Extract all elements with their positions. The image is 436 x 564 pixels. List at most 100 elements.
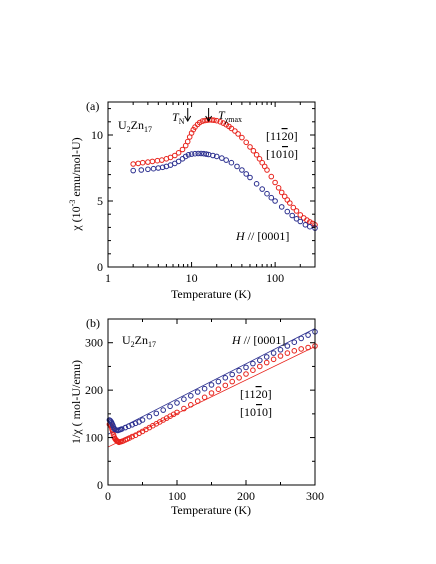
panel-b-series-1-point	[243, 364, 249, 371]
panel-a-x-axis-label: Temperature (K)	[171, 287, 251, 301]
panel-a-series-1-point	[293, 216, 300, 222]
panel-a-series-0-point	[217, 119, 223, 125]
panel-b-series-1-point	[263, 354, 270, 360]
panel-a-series-0-point	[145, 159, 151, 165]
panel-b-series-0-point	[263, 359, 270, 366]
panel-a-series-1-point	[278, 204, 285, 210]
panel-b-series-1-point	[270, 350, 277, 356]
panel-b-series-1-point	[298, 335, 305, 342]
panel-a-series-1-point	[210, 152, 216, 159]
panel-a-series-0-point	[235, 131, 241, 137]
panel-b-series-0-point	[284, 350, 291, 356]
panel-a-red-direction-2: [1010]	[266, 147, 298, 161]
panel-b-series-1-point	[250, 360, 256, 367]
panel-b-series-0-point	[270, 356, 277, 363]
panel-a-label: (a)	[86, 99, 99, 113]
panel-b-x-tick-label: 200	[237, 489, 255, 503]
panel-a-series-0-point	[149, 158, 156, 165]
panel-a-y-tick-label: 10	[91, 128, 103, 142]
panel-b-x-tick-label: 100	[168, 489, 186, 503]
panel-b-series-1-point	[222, 375, 229, 381]
panel-b-series-0-point	[181, 405, 187, 412]
panel-b-series-1-point	[229, 371, 235, 378]
panel-a-red-direction-1: [1120]	[266, 129, 298, 143]
panel-b-series-1-point	[139, 417, 146, 423]
panel-b-material-label: U2Zn17	[122, 333, 156, 349]
panel-a-series-0-point	[211, 117, 217, 123]
panel-a-series-0-point	[253, 152, 260, 158]
panel-a-series-1-point	[289, 212, 296, 219]
panel-a-series-1-point	[192, 150, 198, 157]
panel-b-x-tick-label: 0	[105, 489, 111, 503]
panel-b-series-1-point	[132, 420, 139, 427]
panel-a-series-0-point	[130, 161, 136, 167]
panel-a-series-1-point	[307, 223, 313, 230]
panel-a-series-1-point	[185, 152, 192, 158]
panel-b-series-1-point	[167, 403, 173, 410]
panel-a-x-tick-label: 10	[186, 271, 198, 285]
panel-b-series-1-point	[146, 413, 153, 420]
panel-b-series-0-point	[305, 344, 311, 351]
panel-a-tn-label: TN	[172, 110, 185, 126]
panel-a-series-0-point	[272, 179, 278, 186]
panel-b-series-1-point	[284, 343, 291, 349]
panel-b-red-direction-2: [1010]	[240, 405, 272, 419]
panel-a-series-1-point	[159, 164, 166, 171]
panel-b-series-1-point	[160, 407, 166, 413]
panel-b-series-0-point	[188, 402, 194, 408]
panel-b-series-0-point	[194, 398, 201, 404]
panel-b-series-0-point	[222, 382, 229, 389]
panel-a-series-1-point	[138, 167, 145, 173]
panel-a-series-0-point	[243, 139, 249, 146]
panel-a-blue-direction: H // [0001]	[235, 229, 289, 243]
panel-b-series-1-point	[194, 389, 201, 395]
panel-b-red-direction-1: [1120]	[240, 387, 272, 401]
panel-b-series-1-point	[122, 424, 129, 431]
panel-b-y-axis-label: 1/χ ( mol-U/emu)	[69, 360, 83, 444]
panel-a: 1 10 100 0 5 10 (a) U2Zn17 TN Tχmax [1120] [1…	[68, 99, 318, 301]
panel-b-series-0-point	[250, 367, 256, 374]
panel-a-series-0-point	[247, 144, 253, 150]
panel-b-series-1-point	[129, 422, 135, 428]
panel-b-series-1-point	[119, 426, 125, 432]
panel-a-series-1-point	[284, 208, 291, 215]
panel-a-series-1-point	[247, 174, 253, 181]
panel-a-material-label: U2Zn17	[118, 118, 152, 134]
panel-a-series-1-point	[253, 181, 260, 187]
panel-a-series-0-point	[159, 157, 165, 163]
panel-b: 0 100 200 300 0 100 200 300 (b) U2Zn17 H // [00…	[69, 316, 324, 517]
panel-b-fit-line-1	[107, 328, 316, 435]
panel-a-series-0-point	[287, 200, 293, 206]
panel-a-series-0-point	[184, 138, 191, 145]
panel-a-series-0-point	[264, 167, 270, 173]
panel-b-series-0-point	[291, 348, 298, 354]
panel-b-series-1-point	[208, 382, 215, 388]
panel-a-ticks: 1 10 100 0 5 10	[91, 102, 316, 285]
panel-b-y-tick-label: 100	[85, 431, 103, 445]
panel-a-series-0-point	[281, 193, 288, 200]
panel-b-y-tick-label: 300	[85, 336, 103, 350]
panel-a-series-0-point	[213, 117, 220, 124]
panel-b-series-0-point	[126, 435, 133, 441]
panel-a-series-1-point	[203, 151, 210, 157]
panel-a-series-0-point	[135, 160, 141, 167]
panel-a-series-1-point	[188, 151, 195, 157]
panel-a-series-0-point	[172, 152, 178, 159]
panel-b-series-0-point	[257, 363, 263, 370]
panel-a-series-1-point	[195, 150, 201, 157]
panel-a-series-1-point	[228, 159, 235, 166]
panel-a-series-0-point	[275, 185, 282, 191]
panel-b-series-1-point	[174, 400, 180, 406]
panel-a-tmax-label: Tχmax	[218, 108, 242, 124]
panel-b-series-1-point	[201, 385, 208, 392]
panel-b-series-1-point	[277, 347, 284, 353]
panel-a-series-1-point	[268, 194, 275, 201]
panel-a-series-1-point	[219, 155, 225, 161]
panel-a-series-0-point	[250, 148, 257, 154]
panel-b-series-0-point	[201, 394, 208, 401]
panel-b-blue-direction: H // [0001]	[231, 333, 285, 347]
panel-a-series-1-point	[297, 218, 304, 225]
panel-a-series-0-point	[232, 128, 238, 134]
panel-b-series-1-point	[153, 410, 160, 417]
